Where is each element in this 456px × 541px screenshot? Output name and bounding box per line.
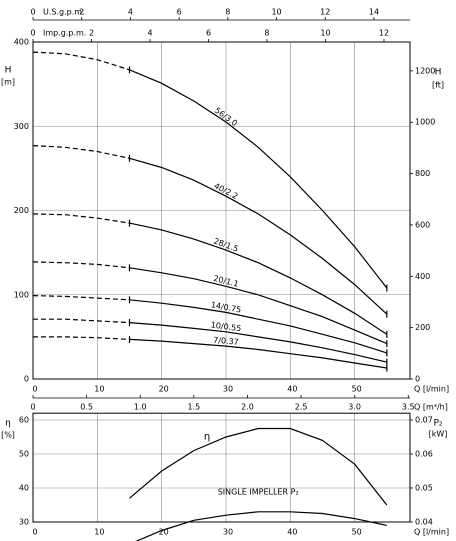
dashed-curve [32, 145, 130, 159]
dashed-curve [33, 336, 130, 340]
aux-tick-label: 3.0 [348, 403, 361, 412]
y2-tick-label: 0 [415, 375, 420, 384]
dashed-curve [32, 51, 130, 71]
y2-tick-label: 400 [415, 272, 430, 281]
x-tick-label: 0 [32, 528, 37, 537]
x-tick-label: 30 [223, 528, 233, 537]
y-tick-label: 60 [19, 416, 29, 425]
aux-tick-label: 2 [79, 8, 84, 17]
aux-tick-label: 12 [320, 8, 330, 17]
y2-tick-label: 200 [415, 323, 430, 332]
aux-tick-label: 4 [128, 8, 133, 17]
aux-tick-label: 0 [30, 29, 35, 38]
aux-tick-label: 2.0 [241, 403, 254, 412]
dashed-curve [32, 213, 130, 224]
x-axis-label: Q [l/min] [414, 528, 449, 537]
y2-axis-unit: [ft] [432, 81, 444, 90]
curve [129, 299, 387, 354]
aux-tick-label: 4 [147, 29, 152, 38]
y-axis-unit: [%] [1, 431, 15, 440]
y-tick-label: 50 [19, 450, 29, 459]
y2-tick-label: 1200 [415, 66, 435, 75]
y-axis-label: η [5, 419, 11, 429]
y-axis-label: H [5, 66, 12, 76]
curve [129, 222, 388, 335]
aux-tick-label: 0.5 [80, 403, 93, 412]
aux-axis-label: U.S.g.p.m. [43, 8, 85, 17]
aux-tick-label: 6 [206, 29, 211, 38]
y2-axis-label: P₂ [433, 419, 442, 429]
y-tick-label: 30 [19, 518, 29, 527]
x-tick-label: 20 [159, 385, 169, 394]
dashed-curve [32, 261, 130, 269]
dashed-curve [32, 295, 130, 301]
x-tick-label: 40 [287, 385, 297, 394]
y-tick-label: 100 [14, 290, 29, 299]
y-axis-unit: [m] [1, 78, 15, 87]
x-tick-label: 30 [223, 385, 233, 394]
x-tick-label: 0 [32, 385, 37, 394]
curve-label: SINGLE IMPELLER P₂ [218, 487, 299, 496]
dashed-curve [33, 318, 130, 324]
x-tick-label: 10 [94, 385, 104, 394]
aux-tick-label: 0 [30, 403, 35, 412]
y-tick-label: 300 [14, 122, 29, 131]
y2-tick-label: 0.06 [415, 450, 433, 459]
aux-axis-label: Q [m³/h] [414, 403, 448, 412]
curve [129, 322, 387, 363]
aux-tick-label: 14 [369, 8, 379, 17]
x-tick-label: 40 [287, 528, 297, 537]
curve [129, 69, 388, 289]
y2-tick-label: 0.04 [415, 518, 433, 527]
aux-tick-label: 3.5 [402, 403, 415, 412]
aux-tick-label: 6 [177, 8, 182, 17]
plot-frame [32, 412, 411, 523]
x-tick-label: 50 [352, 528, 362, 537]
aux-tick-label: 1.0 [134, 403, 147, 412]
aux-tick-label: 12 [379, 29, 389, 38]
aux-tick-label: 8 [225, 8, 230, 17]
aux-tick-label: 2 [89, 29, 94, 38]
y-tick-label: 0 [24, 375, 29, 384]
aux-tick-label: 10 [320, 29, 330, 38]
curve [135, 511, 387, 541]
y2-tick-label: 0.07 [415, 416, 433, 425]
y2-axis-label: H [435, 68, 442, 78]
aux-tick-label: 1.5 [187, 403, 200, 412]
y-tick-label: 200 [14, 206, 29, 215]
y2-tick-label: 0.05 [415, 484, 433, 493]
curve-label: 7/0.37 [213, 336, 239, 347]
aux-tick-label: 10 [271, 8, 281, 17]
curve [129, 267, 388, 345]
curve [129, 157, 388, 315]
aux-tick-label: 2.5 [295, 403, 308, 412]
x-tick-label: 10 [94, 528, 104, 537]
x-axis-label: Q [l/min] [414, 385, 449, 394]
y2-tick-label: 600 [415, 220, 430, 229]
curve [129, 427, 388, 506]
aux-tick-label: 8 [264, 29, 269, 38]
x-tick-label: 20 [159, 528, 169, 537]
curve-label: η [204, 432, 210, 443]
y2-tick-label: 800 [415, 169, 430, 178]
x-tick-label: 50 [352, 385, 362, 394]
curve [129, 338, 387, 369]
y2-tick-label: 1000 [415, 118, 435, 127]
aux-axis-label: Imp.g.p.m. [43, 29, 86, 38]
y-tick-label: 40 [19, 484, 29, 493]
curve-label: 10/0.55 [210, 320, 242, 333]
y-tick-label: 400 [14, 38, 29, 47]
aux-tick-label: 0 [30, 8, 35, 17]
y2-axis-unit: [kW] [429, 430, 448, 439]
